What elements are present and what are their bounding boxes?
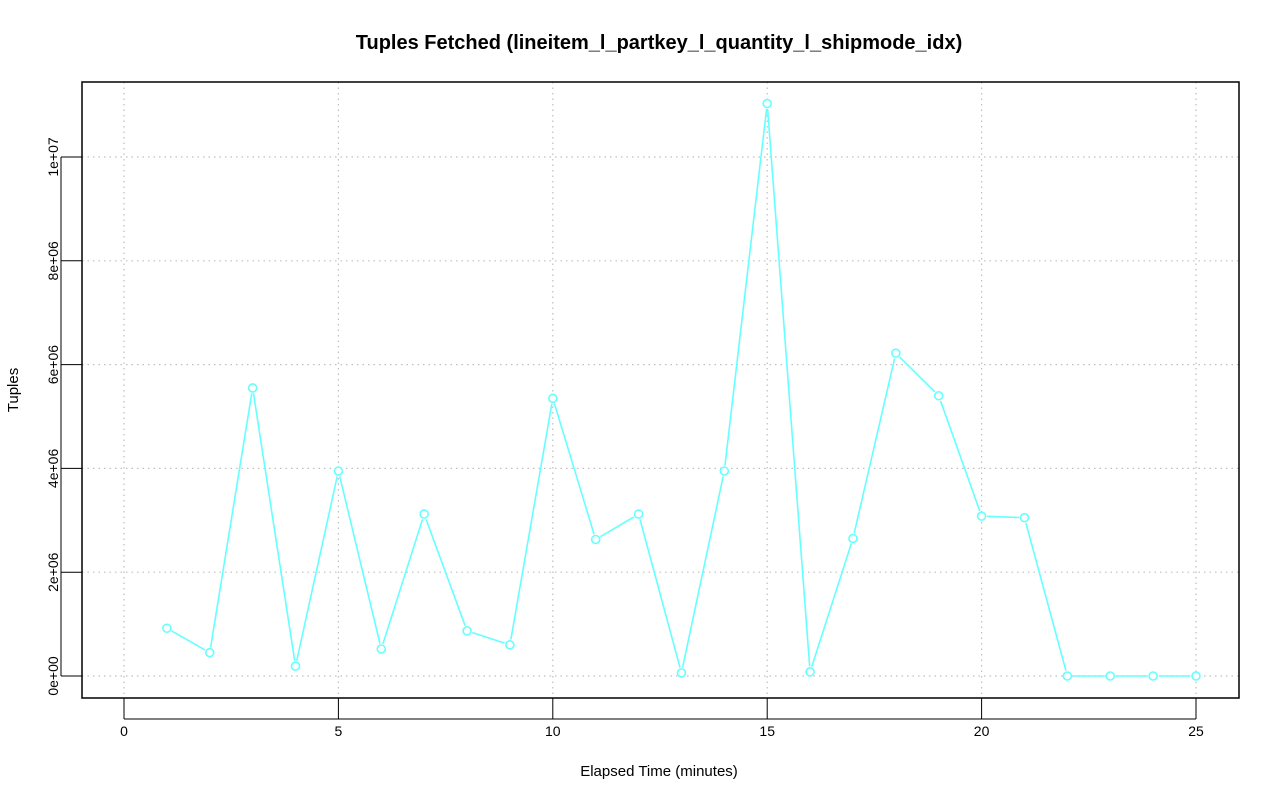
series-line-segment [853,358,896,534]
series-line-segment [472,631,505,644]
data-point [376,644,387,654]
series-line-segment [681,476,724,668]
series-line-segment [510,403,553,640]
series-line-segment [600,516,635,538]
x-tick-label: 25 [1188,723,1204,739]
data-point [1105,671,1116,681]
x-tick-label: 0 [120,723,128,739]
y-tick-label: 1e+07 [45,137,61,177]
grid [82,82,1239,698]
series-line-segment [939,400,981,512]
data-point [462,626,472,636]
data-point [162,623,172,634]
data-point [547,393,558,404]
data-point [719,466,730,476]
series [162,98,1201,681]
series-line-segment [338,476,381,644]
data-point [333,466,344,476]
data-point [1148,671,1158,681]
y-axis-label: Tuples [5,368,22,412]
data-point [633,509,644,519]
series-line-segment [171,630,206,651]
data-point [419,509,429,519]
data-point [676,668,687,678]
data-point [891,348,901,358]
series-line-segment [553,403,595,535]
data-point [590,534,601,545]
data-point [1019,512,1030,523]
series-line-segment [1025,522,1067,671]
plot-area [81,81,1240,699]
data-point [1062,671,1073,681]
data-point [290,661,301,671]
data-point [762,98,773,109]
data-point [1191,671,1201,681]
chart-title: Tuples Fetched (lineitem_l_partkey_l_qua… [356,32,962,54]
x-axis: 0 5 10 15 20 25 [120,698,1204,739]
data-point [505,640,515,650]
data-point [933,390,944,401]
data-point [204,647,215,658]
y-tick-label: 0e+00 [45,656,61,696]
y-tick-label: 6e+06 [45,345,61,385]
series-line-segment [899,356,936,393]
series-line-segment [425,518,466,626]
y-tick-label: 8e+06 [45,241,61,281]
series-line-segment [724,108,768,466]
data-point [805,667,815,677]
series-line-segment [209,393,253,648]
series-line-segment [252,393,296,661]
x-axis-label: Elapsed Time (minutes) [580,763,738,780]
series-line-segment [811,543,853,667]
series-line-segment [987,515,1020,519]
series-line-segment [766,108,811,667]
data-point [247,383,258,393]
data-point [848,533,858,544]
y-tick-label: 2e+06 [45,552,61,592]
y-axis: 0e+00 2e+06 4e+06 6e+06 8e+06 1e+07 [45,137,82,696]
x-tick-label: 10 [545,723,561,739]
x-tick-label: 5 [335,723,343,739]
series-line-segment [382,519,424,645]
y-tick-label: 4e+06 [45,449,61,489]
x-tick-label: 15 [759,723,775,739]
data-point [976,511,987,521]
series-line-segment [295,476,339,661]
x-tick-label: 20 [974,723,990,739]
series-line-segment [639,519,681,668]
